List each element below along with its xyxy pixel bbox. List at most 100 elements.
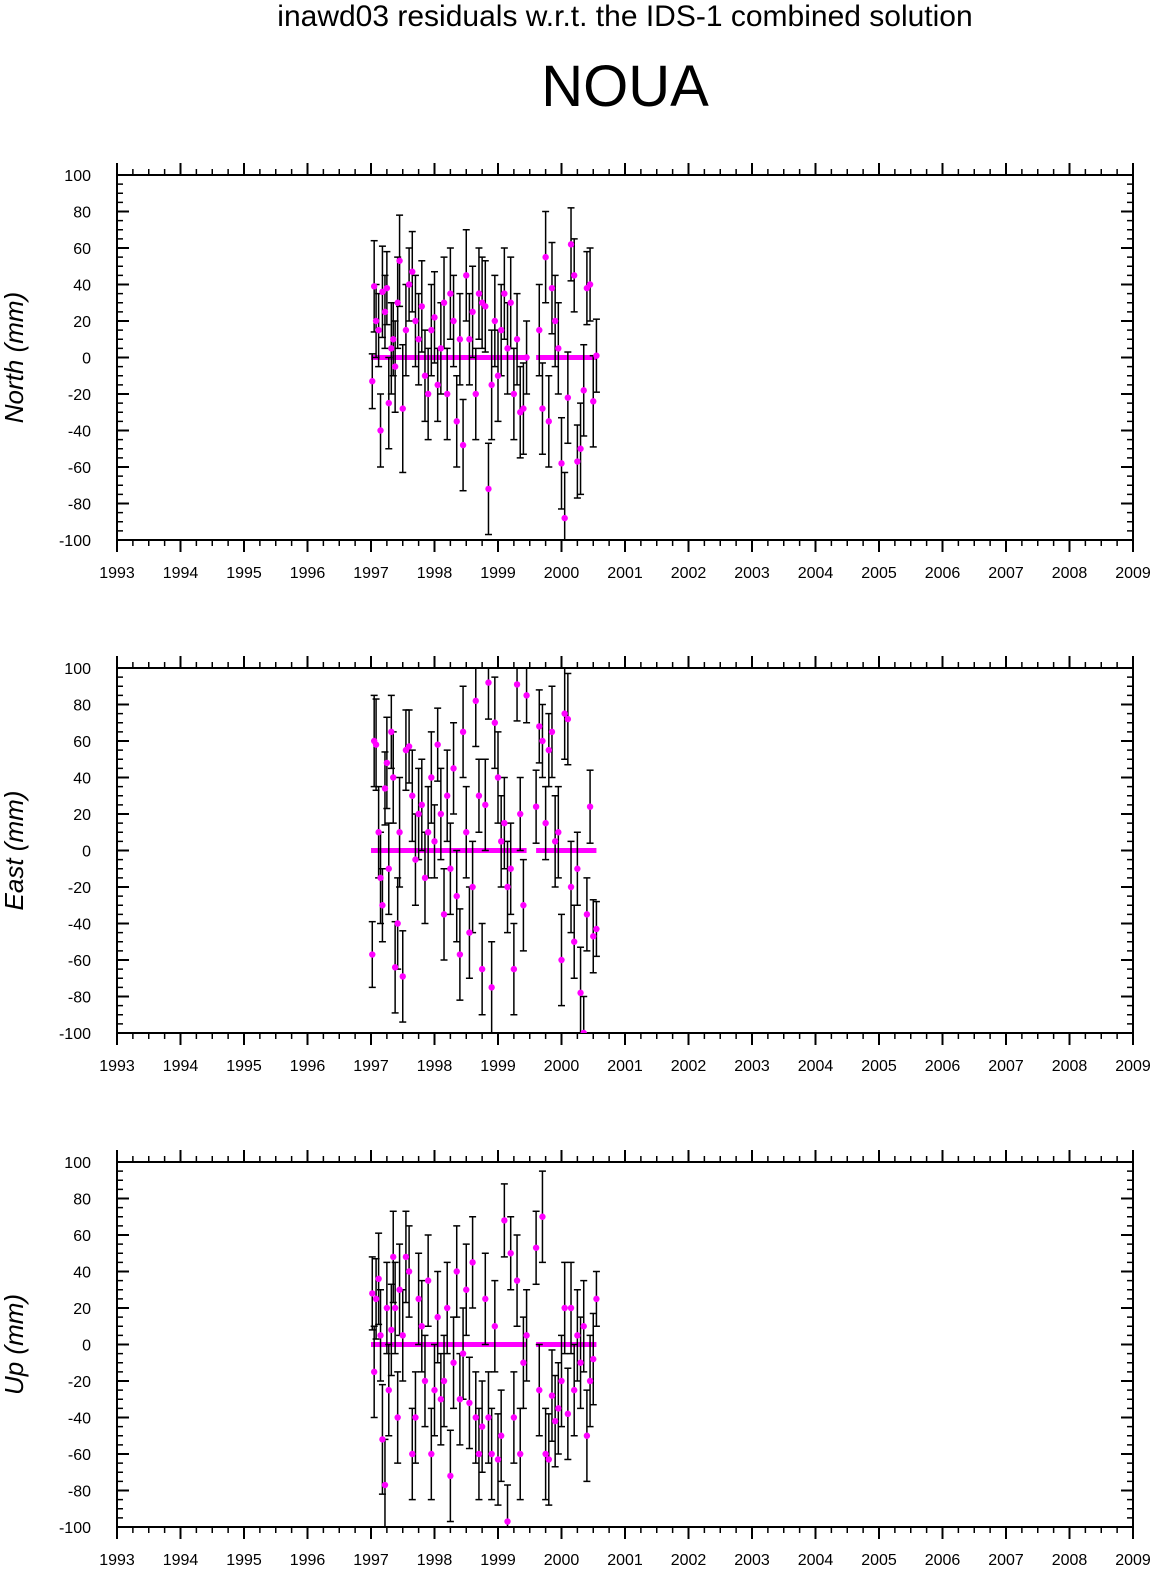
east-x-tick-label: 2005 bbox=[861, 1058, 897, 1075]
east-y-tick-label: 60 bbox=[73, 734, 91, 751]
up-residual-point bbox=[478, 1423, 486, 1430]
up-x-tick-label: 2002 bbox=[671, 1552, 707, 1569]
up-residual-point bbox=[577, 1359, 584, 1366]
up-residual-point bbox=[418, 1323, 425, 1330]
up-residual-point bbox=[388, 1326, 395, 1334]
east-x-tick-label: 2004 bbox=[798, 1058, 834, 1075]
north-x-tick-label: 2004 bbox=[798, 565, 834, 582]
up-residual-point bbox=[440, 1377, 448, 1385]
east-x-tick-label: 2000 bbox=[544, 1058, 580, 1075]
north-residual-point bbox=[437, 345, 445, 352]
north-residual-point bbox=[385, 399, 392, 407]
north-x-tick-label: 1996 bbox=[290, 565, 326, 582]
north-residual-point bbox=[488, 381, 495, 389]
east-residual-point bbox=[536, 723, 543, 730]
east-residual-point bbox=[377, 874, 384, 882]
east-residual-point bbox=[501, 819, 508, 827]
east-residual-point bbox=[453, 892, 460, 900]
east-x-tick-label: 2008 bbox=[1052, 1058, 1088, 1075]
north-x-tick-label: 1995 bbox=[226, 565, 262, 582]
north-residual-point bbox=[396, 257, 403, 264]
up-x-tick-label: 2006 bbox=[925, 1552, 961, 1569]
up-residual-point bbox=[370, 1368, 378, 1376]
up-residual-point bbox=[574, 1332, 581, 1339]
north-residual-point bbox=[431, 314, 438, 321]
north-residual-point bbox=[421, 372, 429, 379]
up-residual-point bbox=[434, 1313, 441, 1321]
north-residual-point bbox=[555, 345, 562, 352]
up-residual-point bbox=[472, 1414, 479, 1421]
east-residual-point bbox=[586, 803, 594, 810]
north-residual-point bbox=[444, 390, 451, 398]
up-residual-point bbox=[513, 1277, 521, 1284]
north-residual-point bbox=[571, 272, 578, 279]
up-residual-point bbox=[551, 1417, 559, 1425]
north-residual-point bbox=[590, 398, 597, 405]
up-y-tick-label: -40 bbox=[68, 1411, 91, 1428]
north-residual-point bbox=[415, 336, 422, 343]
east-y-tick-label: 0 bbox=[82, 844, 91, 861]
north-residual-point bbox=[459, 441, 467, 449]
up-residual-point bbox=[385, 1386, 392, 1394]
north-x-tick-label: 1999 bbox=[480, 565, 516, 582]
up-residual-point bbox=[555, 1405, 562, 1412]
north-residual-point bbox=[510, 390, 518, 398]
north-y-tick-label: -20 bbox=[68, 387, 91, 404]
up-residual-point bbox=[469, 1259, 476, 1266]
north-residual-point bbox=[507, 299, 514, 306]
up-residual-point bbox=[583, 1432, 591, 1439]
east-x-tick-label: 2009 bbox=[1115, 1058, 1151, 1075]
north-residual-point bbox=[523, 354, 530, 361]
up-residual-point bbox=[497, 1432, 505, 1439]
north-y-tick-label: -100 bbox=[59, 533, 91, 550]
east-x-tick-label: 1995 bbox=[226, 1058, 262, 1075]
north-y-tick-label: -60 bbox=[68, 460, 91, 477]
north-data-layer bbox=[368, 207, 600, 540]
east-residual-point bbox=[412, 856, 419, 863]
east-residual-point bbox=[409, 792, 416, 799]
north-residual-point bbox=[453, 418, 460, 425]
east-x-tick-label: 2001 bbox=[607, 1058, 643, 1075]
north-residual-point bbox=[567, 241, 575, 248]
up-y-tick-label: 100 bbox=[64, 1155, 91, 1172]
north-panel: 1993 1994 1995 1996 1997 1998 1999 2000 2001 2002… bbox=[0, 163, 1151, 582]
east-residual-point bbox=[520, 902, 527, 909]
north-residual-point bbox=[551, 317, 559, 325]
east-x-tick-label: 2006 bbox=[925, 1058, 961, 1075]
north-x-tick-label: 1994 bbox=[163, 565, 199, 582]
north-residual-point bbox=[440, 299, 448, 306]
east-residual-point bbox=[574, 865, 581, 872]
north-x-tick-label: 2005 bbox=[861, 565, 897, 582]
east-residual-point bbox=[475, 792, 483, 799]
up-residual-point bbox=[510, 1414, 518, 1421]
up-y-tick-label: -20 bbox=[68, 1374, 91, 1391]
north-y-axis-label: North (mm) bbox=[0, 292, 29, 423]
north-residual-point bbox=[545, 418, 552, 425]
north-residual-point bbox=[456, 336, 464, 343]
up-residual-point bbox=[567, 1304, 575, 1312]
up-residual-point bbox=[561, 1304, 568, 1312]
up-residual-point bbox=[428, 1450, 435, 1458]
north-residual-point bbox=[513, 336, 521, 343]
up-residual-point bbox=[415, 1295, 422, 1303]
north-residual-point bbox=[379, 288, 386, 295]
up-residual-point bbox=[485, 1414, 492, 1421]
up-y-tick-label: 20 bbox=[73, 1301, 91, 1318]
east-residual-point bbox=[548, 728, 556, 736]
north-residual-point bbox=[369, 378, 376, 385]
east-residual-point bbox=[555, 829, 562, 836]
north-residual-point bbox=[497, 326, 505, 334]
east-residual-point bbox=[381, 785, 389, 792]
up-residual-point bbox=[437, 1396, 445, 1403]
east-residual-point bbox=[551, 838, 559, 845]
east-residual-point bbox=[517, 810, 524, 818]
east-residual-point bbox=[447, 865, 454, 872]
north-residual-point bbox=[463, 272, 470, 279]
north-residual-point bbox=[577, 445, 584, 452]
east-residual-point bbox=[466, 929, 473, 936]
east-y-tick-label: -80 bbox=[68, 990, 91, 1007]
east-residual-point bbox=[379, 902, 386, 909]
east-y-axis-label: East (mm) bbox=[0, 791, 29, 911]
east-residual-point bbox=[504, 883, 511, 891]
east-residual-point bbox=[369, 951, 376, 958]
